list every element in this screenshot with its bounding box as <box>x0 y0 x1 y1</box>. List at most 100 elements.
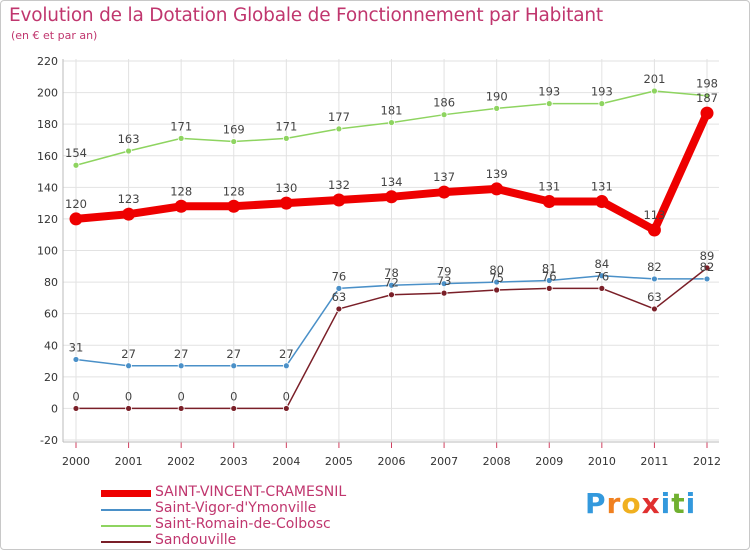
data-label: 82 <box>700 260 715 274</box>
data-label: 130 <box>275 181 297 195</box>
x-tick-label: 2007 <box>430 455 458 468</box>
chart-subtitle: (en € et par an) <box>11 29 98 42</box>
data-point <box>125 405 132 412</box>
data-point <box>647 223 661 237</box>
data-point <box>388 281 395 289</box>
data-point <box>72 405 80 412</box>
data-label: 198 <box>696 77 718 91</box>
data-point <box>703 92 711 100</box>
data-point <box>230 362 238 370</box>
data-label: 132 <box>328 178 350 192</box>
x-tick-label: 2011 <box>640 455 668 468</box>
data-label: 181 <box>381 104 403 118</box>
x-tick-label: 2006 <box>378 455 406 468</box>
data-point <box>282 405 290 412</box>
data-point <box>388 119 395 126</box>
data-label: 120 <box>65 197 87 211</box>
data-label: 79 <box>437 265 452 279</box>
data-point <box>651 87 658 95</box>
data-label: 201 <box>643 72 665 86</box>
x-tick-label: 2005 <box>325 455 353 468</box>
y-tick-label: 180 <box>37 118 58 131</box>
x-tick-label: 2004 <box>272 455 300 468</box>
data-label: 193 <box>591 85 613 99</box>
y-tick-label: 60 <box>44 308 58 321</box>
proxiti-logo: Proxiti <box>585 487 696 520</box>
data-point <box>598 272 606 280</box>
data-point <box>177 134 185 142</box>
data-point <box>703 275 711 283</box>
x-tick-label: 2012 <box>693 455 721 468</box>
logo-letter: o <box>621 487 642 520</box>
data-label: 177 <box>328 110 350 124</box>
data-point <box>651 305 658 313</box>
data-label: 72 <box>384 276 399 290</box>
data-point <box>437 185 451 199</box>
data-point <box>490 182 504 196</box>
legend-swatch-saint-vigor <box>101 509 151 511</box>
data-point <box>493 286 501 294</box>
legend-label-sandouville: Sandouville <box>155 532 237 548</box>
data-label: 163 <box>118 132 140 146</box>
data-label: 171 <box>275 119 297 133</box>
data-point <box>598 284 606 292</box>
y-tick-label: 140 <box>37 181 58 194</box>
data-label: 82 <box>647 260 662 274</box>
data-point <box>230 138 238 145</box>
data-label: 0 <box>230 389 237 403</box>
x-tick-label: 2000 <box>62 455 90 468</box>
y-tick-label: 40 <box>44 339 58 352</box>
data-point <box>703 264 711 272</box>
data-point <box>279 196 293 210</box>
data-label: 78 <box>384 266 399 280</box>
data-label: 75 <box>489 271 504 285</box>
data-label: 154 <box>65 146 87 160</box>
data-point <box>72 161 80 169</box>
data-point <box>174 199 188 213</box>
y-tick-label: 100 <box>37 245 58 258</box>
data-label: 76 <box>332 269 347 283</box>
data-point <box>440 111 448 119</box>
x-tick-label: 2001 <box>115 455 143 468</box>
logo-letter: P <box>585 487 607 520</box>
x-tick-label: 2002 <box>167 455 195 468</box>
data-label: 139 <box>486 167 508 181</box>
data-point <box>125 147 132 155</box>
data-label: 89 <box>700 249 715 263</box>
data-label: 113 <box>643 208 665 222</box>
data-label: 76 <box>542 269 557 283</box>
data-point <box>545 277 553 284</box>
y-tick-label: 160 <box>37 150 58 163</box>
data-label: 134 <box>381 175 403 189</box>
data-point <box>598 100 606 108</box>
data-label: 84 <box>595 257 610 271</box>
logo-letter: i <box>660 487 672 520</box>
data-label: 131 <box>538 180 560 194</box>
data-label: 0 <box>72 389 79 403</box>
data-label: 137 <box>433 170 455 184</box>
data-label: 128 <box>223 184 245 198</box>
data-label: 186 <box>433 96 455 110</box>
data-label: 0 <box>125 389 132 403</box>
data-point <box>545 284 553 292</box>
logo-letter: x <box>641 487 661 520</box>
data-point <box>335 125 343 133</box>
x-tick-label: 2008 <box>483 455 511 468</box>
x-tick-label: 2003 <box>220 455 248 468</box>
data-label: 169 <box>223 123 245 137</box>
data-point <box>69 212 83 226</box>
data-point <box>282 362 290 370</box>
data-point <box>335 284 343 292</box>
data-point <box>595 195 609 209</box>
x-tick-label: 2009 <box>535 455 563 468</box>
y-tick-label: 120 <box>37 213 58 226</box>
data-label: 190 <box>486 89 508 103</box>
data-label: 76 <box>595 269 610 283</box>
y-tick-label: 20 <box>44 371 58 384</box>
data-point <box>177 405 185 412</box>
data-point <box>125 362 132 370</box>
data-point <box>122 207 136 221</box>
data-point <box>335 305 343 313</box>
